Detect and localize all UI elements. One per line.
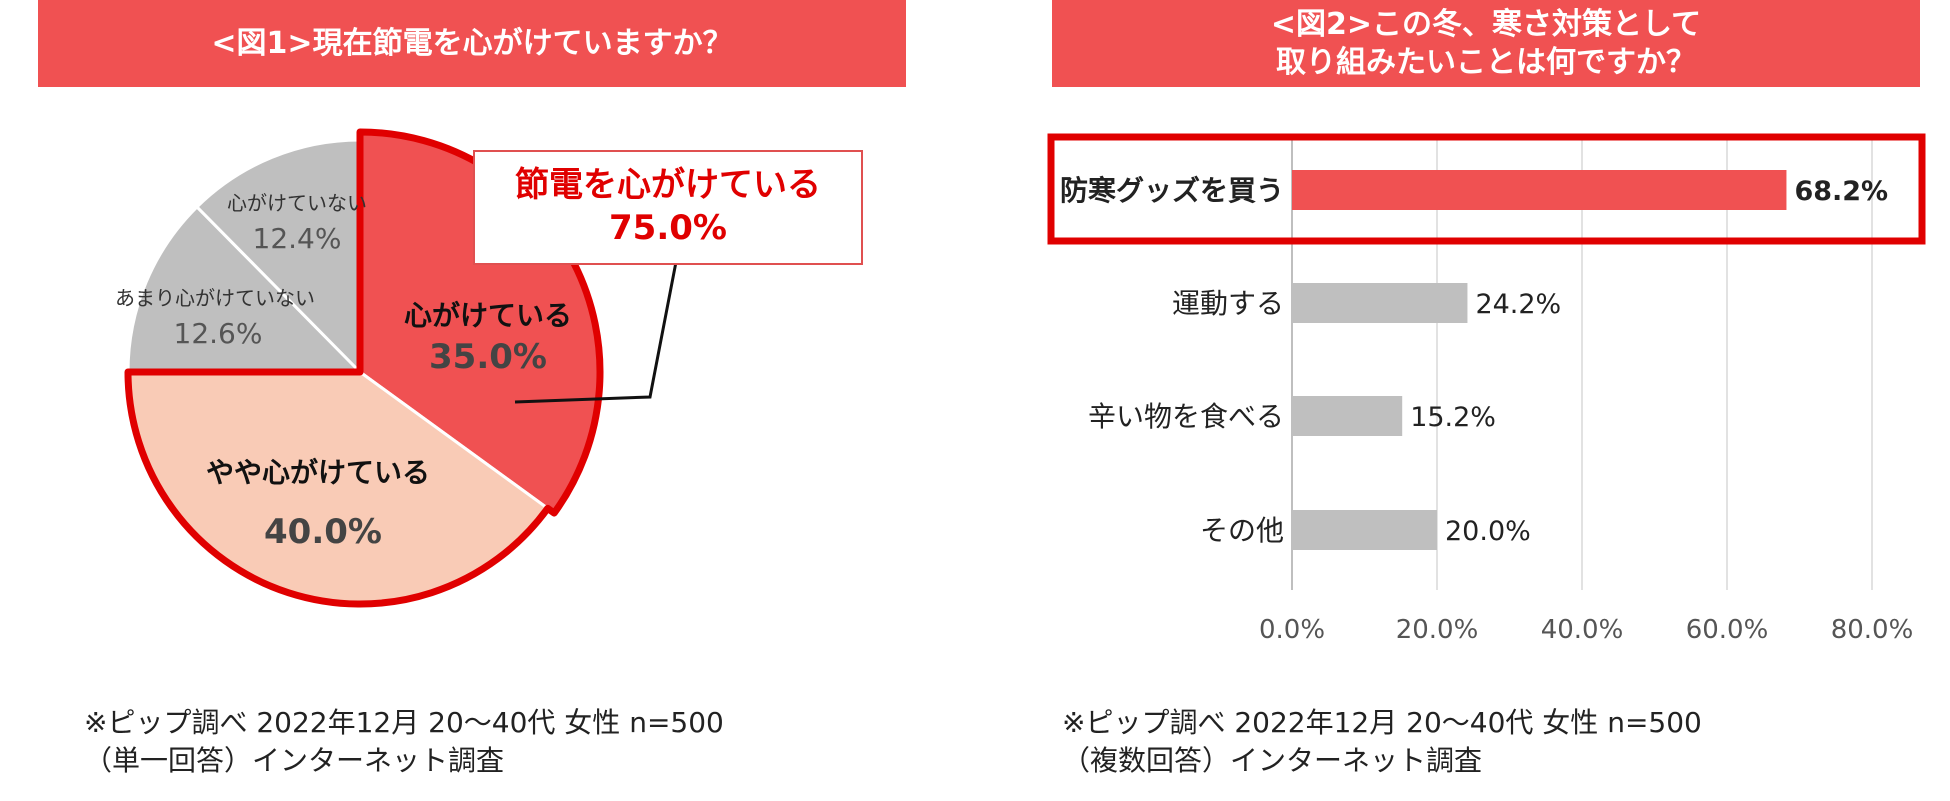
bar-series — [1292, 170, 1787, 550]
x-tick-0: 0.0% — [1259, 615, 1325, 645]
category-label-0: 防寒グッズを買う — [1060, 174, 1284, 207]
bar-chart-title-line2: 取り組みたいことは何ですか？ — [1276, 44, 1696, 80]
category-label-2: 辛い物を食べる — [1088, 400, 1284, 433]
pie-slice-nai — [194, 138, 362, 376]
bar-note-line1: ※ピップ調べ 2022年12月 20～40代 女性 n=500 — [1062, 706, 1702, 739]
bar-3 — [1292, 510, 1437, 550]
callout-label: 節電を心がけている — [515, 165, 821, 205]
bar-note-line2: （複数回答）インターネット調査 — [1062, 744, 1483, 777]
bar-chart-title-line1: <図2>この冬、寒さ対策として — [1270, 7, 1702, 42]
x-tick-80: 80.0% — [1831, 615, 1914, 645]
pie-label-yaya: やや心がけている — [206, 456, 430, 489]
pie-value-yaya: 40.0% — [264, 512, 382, 552]
pie-label-amari: あまり心がけていない — [115, 286, 315, 310]
bar-chart-title-banner: <図2>この冬、寒さ対策として 取り組みたいことは何ですか？ — [1052, 0, 1920, 87]
pie-source-note: ※ピップ調べ 2022年12月 20～40代 女性 n=500 （単一回答）イン… — [84, 704, 724, 780]
value-label-0: 68.2% — [1794, 176, 1888, 207]
pie-slice-labels: 心がけている 35.0% やや心がけている 40.0% あまり心がけていない 1… — [115, 191, 572, 552]
bar-source-note: ※ピップ調べ 2022年12月 20～40代 女性 n=500 （複数回答）イン… — [1062, 704, 1702, 780]
pie-label-kokorogake: 心がけている — [404, 299, 572, 332]
pie-note-line2: （単一回答）インターネット調査 — [84, 744, 505, 777]
bar-x-tick-labels: 0.0% 20.0% 40.0% 60.0% 80.0% — [1259, 615, 1913, 645]
pie-slice-amari — [126, 204, 364, 374]
bar-highlight-frame — [1047, 133, 1926, 245]
bar-value-labels: 68.2% 24.2% 15.2% 20.0% — [1410, 176, 1888, 547]
value-label-3: 20.0% — [1445, 516, 1531, 547]
callout-value: 75.0% — [609, 208, 727, 248]
pie-value-kokorogake: 35.0% — [429, 337, 547, 377]
x-tick-40: 40.0% — [1541, 615, 1624, 645]
value-label-2: 15.2% — [1410, 402, 1496, 433]
pie-chart-title-banner: <図1>現在節電を心がけていますか？ — [38, 0, 906, 87]
pie-chart-title: <図1>現在節電を心がけていますか？ — [211, 25, 733, 61]
value-label-1: 24.2% — [1475, 289, 1561, 320]
pie-value-amari: 12.6% — [174, 317, 263, 350]
pie-label-nai: 心がけていない — [227, 191, 367, 215]
bar-1 — [1292, 283, 1468, 323]
x-tick-20: 20.0% — [1396, 615, 1479, 645]
category-label-3: その他 — [1200, 514, 1284, 547]
category-label-1: 運動する — [1172, 287, 1284, 320]
bar-0 — [1292, 170, 1787, 210]
callout-leader-line — [514, 261, 678, 404]
pie-note-line1: ※ピップ調べ 2022年12月 20～40代 女性 n=500 — [84, 706, 724, 739]
bar-2 — [1292, 396, 1403, 436]
pie-chart: 心がけている 35.0% やや心がけている 40.0% あまり心がけていない 1… — [115, 128, 863, 608]
x-tick-60: 60.0% — [1686, 615, 1769, 645]
pie-value-nai: 12.4% — [253, 222, 342, 255]
callout-box — [473, 150, 863, 265]
